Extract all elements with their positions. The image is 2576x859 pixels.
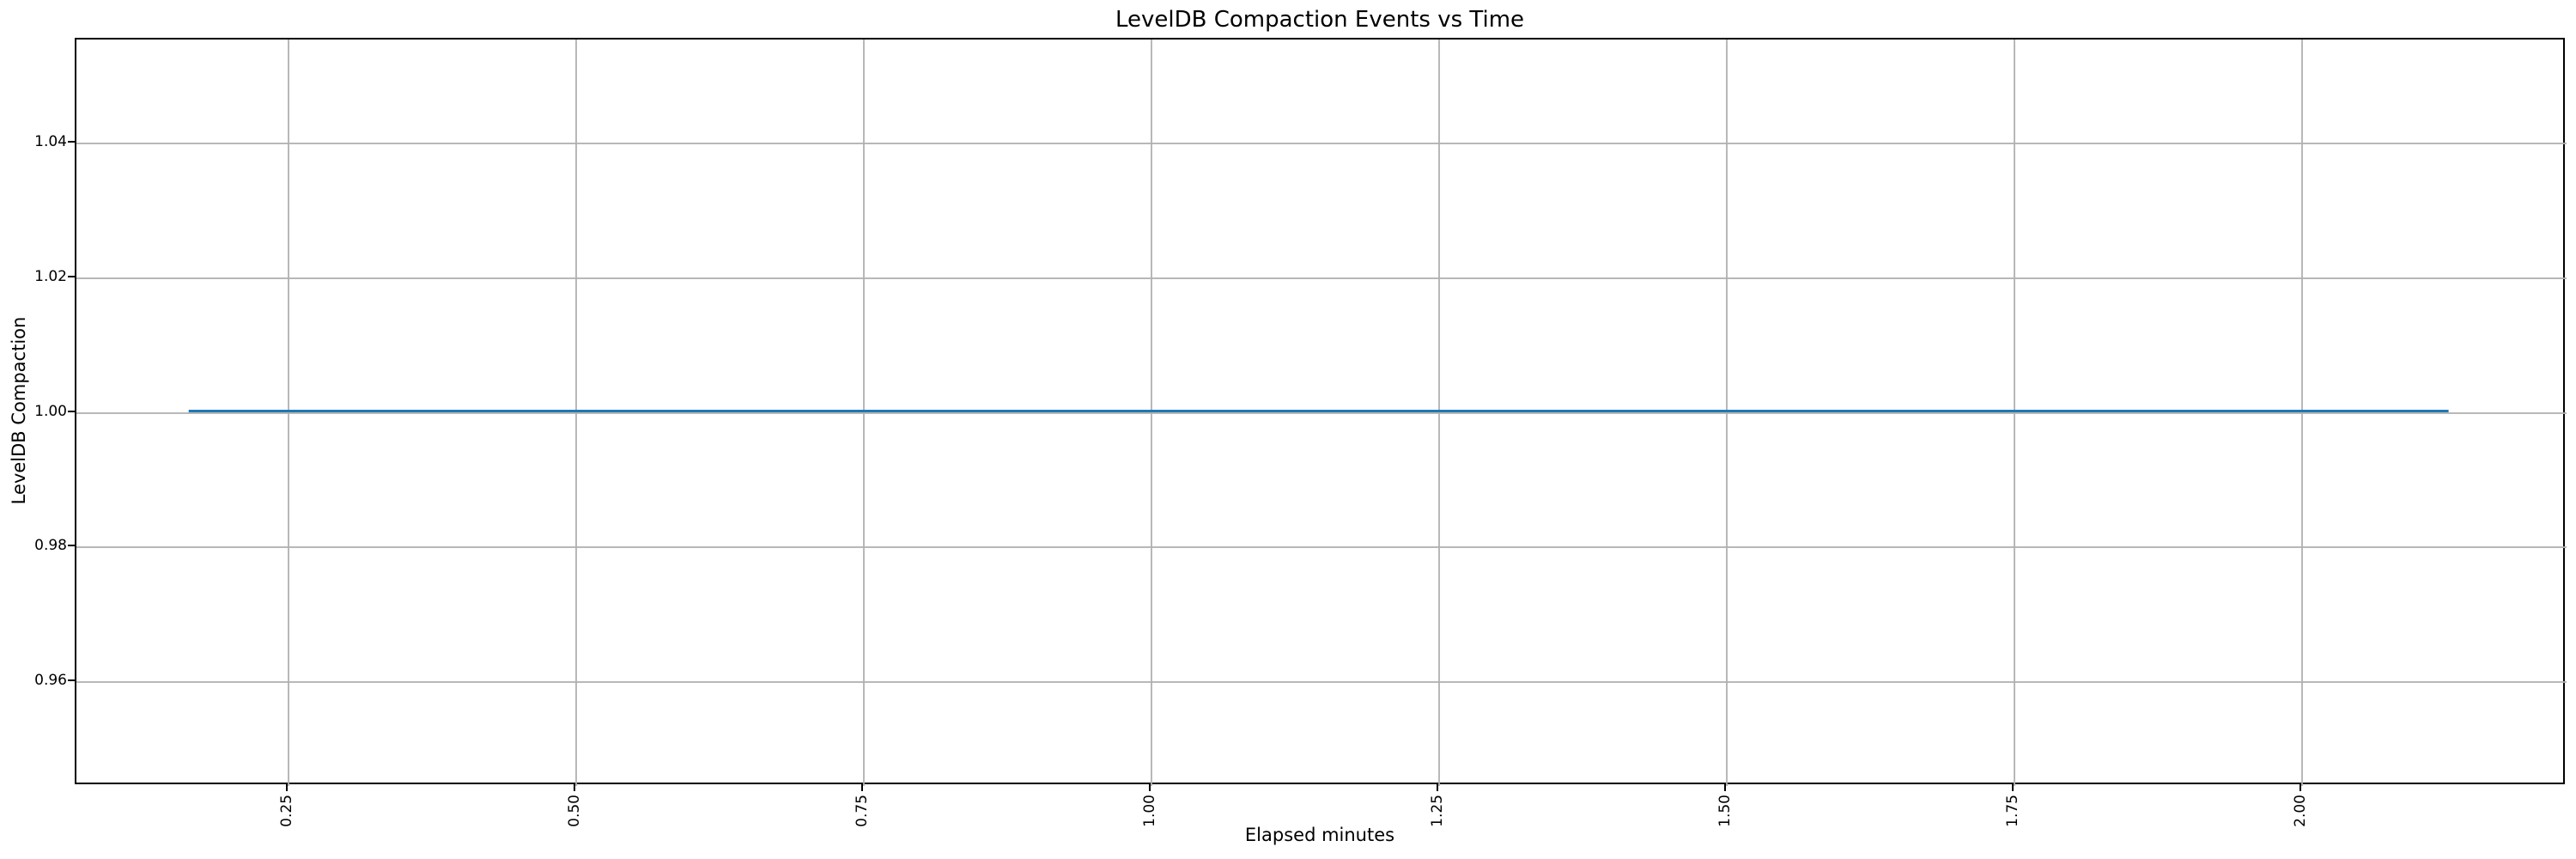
y-gridline: [76, 143, 2567, 145]
x-tick-mark: [1723, 784, 1726, 791]
y-tick-label: 0.96: [34, 671, 67, 689]
y-axis-label: LevelDB Compaction: [9, 316, 29, 505]
y-tick-mark: [68, 679, 75, 681]
y-tick-label: 1.00: [34, 402, 67, 420]
y-tick-label: 0.98: [34, 537, 67, 555]
x-tick-mark: [573, 784, 575, 791]
y-tick-label: 1.02: [34, 267, 67, 285]
y-tick-mark: [68, 275, 75, 277]
y-tick-mark: [68, 141, 75, 143]
x-axis-label: Elapsed minutes: [1244, 825, 1395, 845]
y-gridline: [76, 546, 2567, 549]
x-tick-mark: [2299, 784, 2301, 791]
y-gridline: [76, 411, 2567, 414]
x-tick-mark: [860, 784, 863, 791]
x-tick-mark: [1436, 784, 1438, 791]
x-tick-mark: [1148, 784, 1151, 791]
y-gridline: [76, 680, 2567, 683]
y-tick-mark: [68, 410, 75, 412]
y-tick-label: 1.04: [34, 133, 67, 151]
y-gridline: [76, 277, 2567, 279]
x-tick-mark: [285, 784, 288, 791]
y-tick-mark: [68, 545, 75, 547]
plot-area: [75, 38, 2567, 786]
chart-title: LevelDB Compaction Events vs Time: [1115, 7, 1525, 33]
x-tick-mark: [2011, 784, 2014, 791]
